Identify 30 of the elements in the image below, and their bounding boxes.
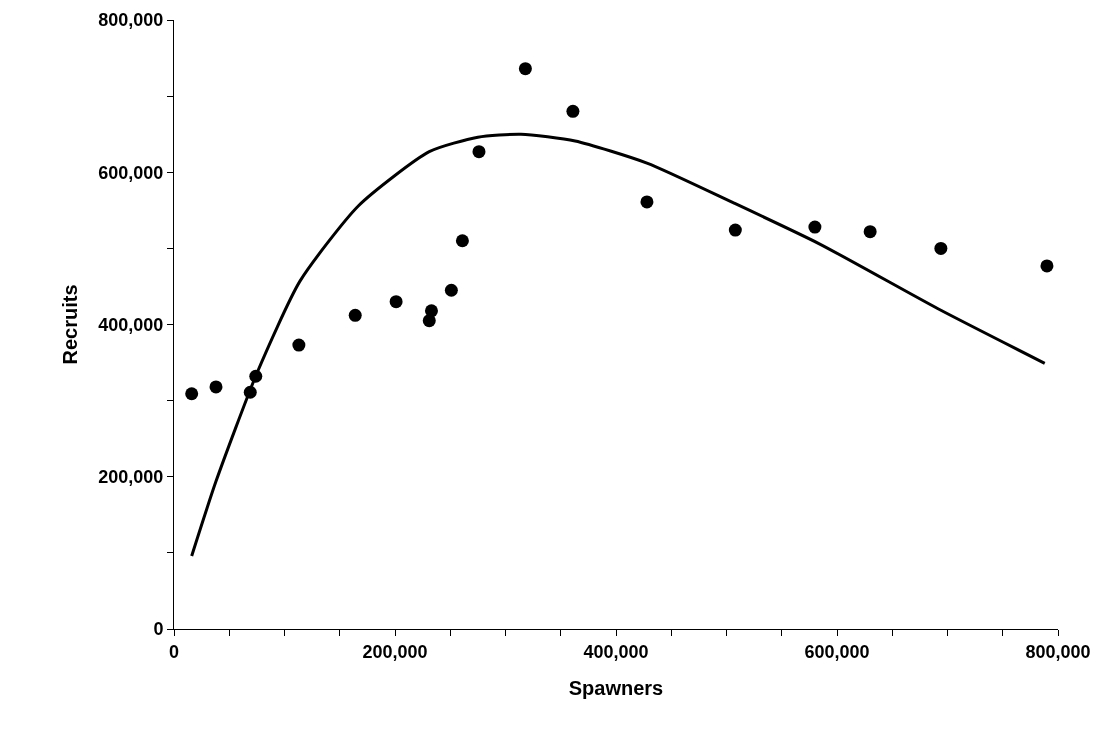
point [934,241,948,255]
point [1040,259,1054,273]
y-tick-label: 800,000 [98,10,164,31]
x-tick-label: 0 [168,641,180,662]
point [389,295,403,309]
y-tick-label: 400,000 [98,314,164,335]
point [209,380,223,394]
y-tick-label: 0 [153,619,164,640]
x-tick-label: 600,000 [804,641,870,662]
point [566,104,580,118]
point [640,195,654,209]
point [185,387,199,401]
point [444,283,458,297]
x-axis-title: Spawners [568,677,664,700]
point [348,308,362,322]
y-axis-title: Recruits [58,284,81,365]
x-tick-label: 200,000 [362,641,428,662]
x-tick-label: 400,000 [583,641,649,662]
point [518,62,532,76]
point [455,234,469,248]
point [863,225,877,239]
point [808,220,822,234]
point [292,338,306,352]
point [424,304,438,318]
x-tick-label: 800,000 [1025,641,1091,662]
point [472,145,486,159]
y-tick-label: 200,000 [98,467,164,488]
point [728,223,742,237]
line-series [190,132,1047,558]
y-tick-label: 600,000 [98,162,164,183]
